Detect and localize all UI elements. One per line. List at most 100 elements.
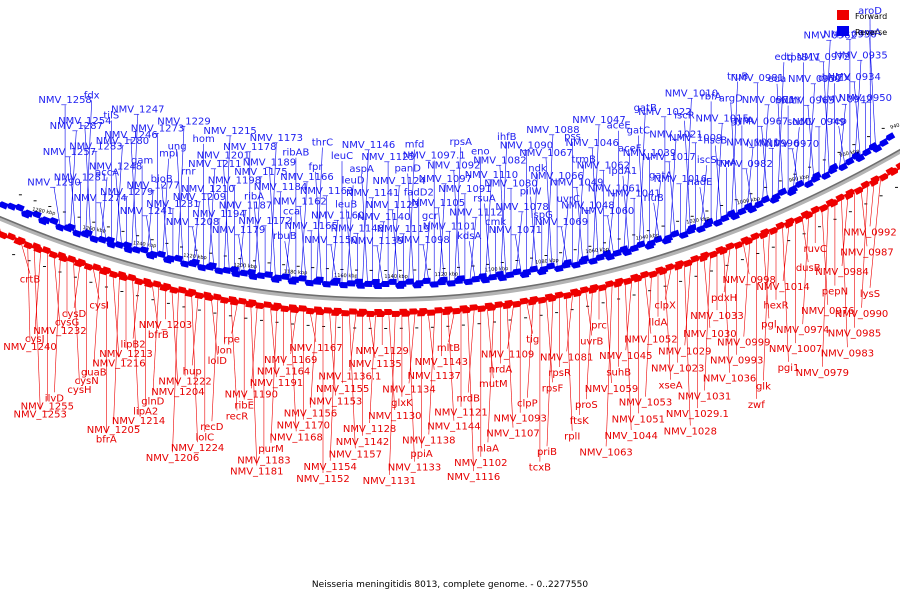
forward-leader-line: [388, 313, 396, 411]
reverse-gene-label: NMV_1092: [427, 161, 480, 172]
reverse-gene-arrow: [730, 212, 740, 221]
minor-tick: [690, 215, 694, 217]
reverse-gene-label: mfd: [405, 140, 425, 151]
reverse-gene-arrow: [872, 144, 883, 153]
minor-tick: [539, 314, 543, 316]
reverse-gene-arrow: [663, 234, 674, 242]
forward-gene-arrow: [247, 299, 258, 307]
reverse-gene-arrow: [231, 270, 241, 278]
forward-leader-line: [585, 291, 593, 336]
forward-gene-label: NMV_1131: [363, 476, 416, 487]
minor-tick: [524, 317, 528, 319]
reverse-gene-label: NMV_1011: [726, 137, 779, 148]
forward-gene-arrow: [58, 254, 69, 263]
forward-gene-arrow: [614, 277, 625, 286]
reverse-gene-arrow: [280, 273, 290, 281]
forward-leader-line: [684, 264, 691, 426]
reverse-gene-label: tpsS11: [786, 52, 821, 63]
forward-gene-label: pgl: [761, 319, 776, 330]
reverse-gene-label: NMV_1048: [561, 200, 614, 211]
reverse-leader-line: [422, 244, 430, 283]
forward-leader-line: [53, 254, 61, 326]
reverse-leader-line: [223, 160, 230, 271]
kbp-tick-label: 1280 kbp: [32, 207, 56, 217]
reverse-gene-arrow: [15, 203, 25, 212]
minor-tick: [461, 324, 465, 326]
reverse-gene-label: NMV_1047: [572, 115, 625, 126]
forward-gene-label: NMV_1029.1: [666, 409, 729, 420]
reverse-gene-label: NMV_1273: [131, 123, 184, 134]
forward-gene-label: NMV_1153: [309, 397, 362, 408]
forward-gene-label: NMV_1007: [769, 344, 822, 355]
reverse-leader-line: [407, 173, 414, 284]
reverse-leader-line: [731, 81, 738, 216]
reverse-gene-arrow: [804, 179, 814, 189]
forward-gene-label: clpP: [517, 399, 538, 410]
reverse-gene-label: NMV_1062: [577, 161, 630, 172]
reverse-leader-line: [454, 147, 461, 282]
forward-gene-label: crtB: [20, 275, 41, 286]
forward-leader-line: [251, 305, 258, 389]
forward-gene-label: lon: [217, 345, 232, 356]
forward-gene-arrow: [127, 273, 137, 282]
reverse-gene-arrow: [829, 162, 839, 172]
reverse-gene-arrow: [156, 250, 167, 259]
reverse-leader-line: [177, 126, 185, 261]
reverse-leader-line: [546, 134, 554, 269]
reverse-gene-label: NMV_1257: [43, 147, 96, 158]
reverse-gene-arrow: [131, 246, 142, 254]
reverse-leader-line: [254, 176, 262, 275]
reverse-leader-line: [608, 193, 615, 256]
reverse-gene-label: NMV_1248: [89, 162, 142, 173]
forward-gene-label: prc: [591, 321, 607, 332]
reverse-leader-line: [208, 168, 216, 267]
reverse-gene-label: NMV_1060: [581, 206, 634, 217]
forward-gene-arrow: [768, 226, 778, 236]
reverse-gene-label: trxA: [716, 158, 737, 169]
reverse-gene-label: aceE: [607, 121, 631, 132]
reverse-leader-line: [100, 177, 108, 240]
forward-gene-arrow: [109, 270, 119, 279]
forward-gene-arrow: [860, 180, 870, 190]
reverse-gene-arrow: [331, 277, 341, 285]
minor-tick: [73, 276, 77, 278]
forward-gene-arrow: [391, 310, 401, 317]
forward-gene-label: nrdB: [456, 394, 480, 405]
forward-leader-line: [467, 309, 475, 393]
forward-leader-line: [861, 185, 868, 308]
reverse-gene-label: NMV_1124: [372, 176, 425, 187]
minor-tick: [588, 245, 592, 247]
reverse-gene-arrow: [304, 279, 314, 287]
reverse-gene-label: NMV_1125: [361, 152, 414, 163]
forward-leader-line: [704, 255, 711, 391]
forward-gene-arrow: [426, 309, 437, 316]
forward-leader-line: [428, 312, 436, 435]
forward-gene-arrow: [462, 306, 472, 314]
reverse-leader-line: [577, 164, 584, 263]
forward-gene-label: NMV_1029: [658, 346, 711, 357]
forward-leader-line: [132, 281, 140, 339]
kbp-tick-label: 1080 kbp: [535, 258, 559, 266]
forward-gene-label: lldA: [649, 318, 668, 329]
forward-leader-line: [723, 248, 731, 293]
minor-tick: [182, 306, 186, 308]
forward-gene-arrow: [91, 263, 102, 272]
minor-tick: [106, 226, 110, 228]
forward-leader-line: [33, 247, 41, 409]
forward-gene-label: proS: [575, 400, 598, 411]
minor-tick: [879, 195, 883, 197]
reverse-gene-arrow: [679, 230, 689, 239]
reverse-gene-label: NMV_0949: [792, 117, 845, 128]
reverse-gene-label: NMV_1090: [500, 140, 553, 151]
reverse-leader-line: [854, 60, 862, 159]
forward-leader-line: [112, 274, 120, 358]
reverse-gene-label: NMV_1139: [350, 236, 403, 247]
forward-gene-label: glk: [756, 382, 771, 393]
forward-leader-line: [802, 215, 809, 325]
forward-gene-label: NMV_1107: [486, 429, 539, 440]
reverse-leader-line: [284, 241, 292, 280]
reverse-gene-label: fadD2: [404, 187, 434, 198]
forward-gene-label: NMV_1063: [579, 447, 632, 458]
reverse-leader-line: [762, 104, 769, 203]
genome-backbone: [0, 148, 900, 302]
